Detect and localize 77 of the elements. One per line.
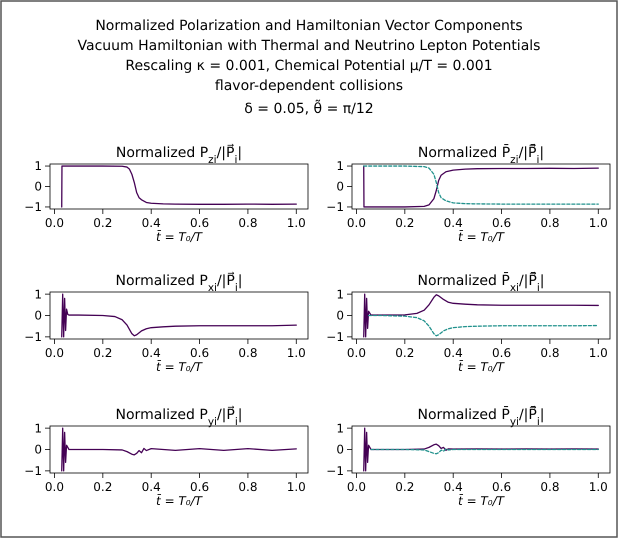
x-axis-title: t̄ = T₀/T xyxy=(156,230,204,244)
line-series xyxy=(363,293,599,338)
x-axis-title: t̄ = T₀/T xyxy=(458,360,506,374)
x-axis-title: t̄ = T₀/T xyxy=(458,230,506,244)
y-tick-label: −1 xyxy=(326,464,344,478)
y-tick-label: −1 xyxy=(326,200,344,214)
x-tick-label: 0.8 xyxy=(238,480,258,494)
y-tick-label: 0 xyxy=(34,308,42,323)
x-tick-label: 0.4 xyxy=(444,216,463,230)
x-tick-label: 0.6 xyxy=(492,480,512,494)
x-tick-label: 1.0 xyxy=(286,480,306,494)
x-tick-label: 0.2 xyxy=(395,346,414,360)
line-series xyxy=(363,427,599,472)
text: Vacuum Hamiltonian with Thermal and Neutrino Lepton Potentials xyxy=(78,38,540,54)
chart-title: Normalized P̄$_{xi}$/|P̄⃗$_{i}$| xyxy=(418,271,544,294)
x-tick-label: 1.0 xyxy=(588,216,608,230)
x-tick-label: 0.4 xyxy=(444,480,463,494)
x-tick-label: 0.0 xyxy=(346,216,366,230)
x-tick-label: 0.4 xyxy=(444,346,463,360)
y-tick-label: −1 xyxy=(24,464,42,478)
text: Rescaling κ = 0.001, Chemical Potential μ/T = 0.001 xyxy=(125,58,493,74)
x-tick-label: 0.6 xyxy=(492,216,512,230)
x-tick-label: 0.8 xyxy=(238,216,258,230)
line-series xyxy=(61,165,297,208)
y-tick-label: 1 xyxy=(336,421,344,436)
x-axis-title: t̄ = T₀/T xyxy=(156,360,204,374)
y-tick-label: 0 xyxy=(34,180,42,194)
y-tick-label: 1 xyxy=(34,421,42,436)
y-tick-label: 1 xyxy=(34,159,42,174)
x-axis-title: t̄ = T₀/T xyxy=(156,494,204,508)
x-tick-label: 0.8 xyxy=(540,216,560,230)
x-tick-label: 1.0 xyxy=(286,346,306,360)
line-series xyxy=(368,314,599,336)
x-tick-label: 0.2 xyxy=(93,346,112,360)
y-tick-label: −1 xyxy=(326,330,344,344)
chart-title: Normalized P$_{yi}$/|P⃗$_{i}$| xyxy=(116,405,242,428)
x-tick-label: 0.0 xyxy=(44,216,64,230)
chart-title: Normalized P$_{xi}$/|P⃗$_{i}$| xyxy=(116,271,242,294)
y-tick-label: −1 xyxy=(24,200,42,214)
y-tick-label: −1 xyxy=(24,330,42,344)
x-tick-label: 0.2 xyxy=(395,480,414,494)
x-tick-label: 0.4 xyxy=(142,480,161,494)
x-axis-title: t̄ = T₀/T xyxy=(458,494,506,508)
text: Normalized Polarization and Hamiltonian Vector Components xyxy=(95,18,523,34)
chart-title: Normalized P̄$_{zi}$/|P̄⃗$_{i}$| xyxy=(418,143,544,166)
x-tick-label: 0.6 xyxy=(190,480,210,494)
x-tick-label: 0.6 xyxy=(190,346,210,360)
text: flavor-dependent collisions xyxy=(214,78,404,94)
chart-title: Normalized P̄$_{yi}$/|P̄⃗$_{i}$| xyxy=(418,405,544,428)
y-tick-label: 1 xyxy=(336,159,344,174)
x-tick-label: 0.8 xyxy=(238,346,258,360)
x-tick-label: 0.4 xyxy=(142,346,161,360)
y-tick-label: 1 xyxy=(34,287,42,302)
x-tick-label: 0.2 xyxy=(93,480,112,494)
x-tick-label: 1.0 xyxy=(286,216,306,230)
x-tick-label: 0.2 xyxy=(395,216,414,230)
line-series xyxy=(61,427,297,472)
text: δ = 0.05, θ̃ = π/12 xyxy=(244,99,374,117)
x-tick-label: 0.4 xyxy=(142,216,161,230)
x-tick-label: 0.0 xyxy=(346,346,366,360)
x-tick-label: 0.8 xyxy=(540,346,560,360)
line-series xyxy=(61,293,297,338)
x-tick-label: 0.6 xyxy=(190,216,210,230)
x-tick-label: 0.0 xyxy=(346,480,366,494)
x-tick-label: 0.6 xyxy=(492,346,512,360)
y-tick-label: 0 xyxy=(336,180,344,194)
x-tick-label: 1.0 xyxy=(588,346,608,360)
chart-title: Normalized P$_{zi}$/|P⃗$_{i}$| xyxy=(116,143,242,166)
x-tick-label: 0.0 xyxy=(44,346,64,360)
x-tick-label: 1.0 xyxy=(588,480,608,494)
x-tick-label: 0.8 xyxy=(540,480,560,494)
y-tick-label: 0 xyxy=(336,442,344,457)
y-tick-label: 0 xyxy=(34,442,42,457)
x-tick-label: 0.2 xyxy=(93,216,112,230)
y-tick-label: 1 xyxy=(336,287,344,302)
x-tick-label: 0.0 xyxy=(44,480,64,494)
y-tick-label: 0 xyxy=(336,308,344,323)
